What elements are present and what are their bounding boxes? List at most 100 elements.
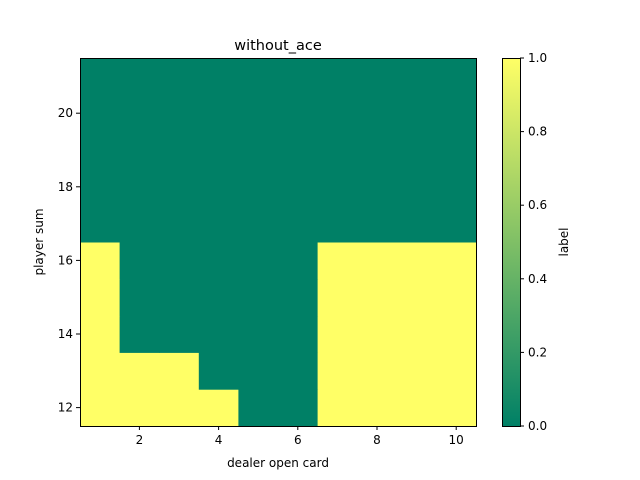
heatmap-cell — [238, 278, 279, 317]
heatmap-cell — [198, 58, 239, 96]
heatmap-cell — [317, 389, 358, 427]
heatmap-cell — [396, 168, 437, 206]
heatmap-cell — [317, 131, 358, 169]
heatmap-cell — [238, 315, 279, 353]
heatmap-cell — [317, 352, 358, 390]
heatmap-cell — [238, 131, 279, 169]
x-tick-label: 2 — [136, 433, 144, 447]
heatmap-cell — [119, 168, 160, 206]
colorbar-tick-label: 1.0 — [528, 51, 547, 65]
heatmap-cell — [436, 131, 477, 169]
heatmap-cell — [119, 278, 160, 317]
heatmap-cell — [159, 352, 200, 390]
y-tick-label: 14 — [58, 327, 73, 341]
heatmap-cell — [80, 352, 121, 390]
heatmap-cell — [357, 315, 398, 353]
heatmap-cell — [159, 242, 200, 280]
heatmap-cell — [436, 58, 477, 96]
heatmap-cell — [278, 389, 319, 427]
heatmap-cell — [198, 315, 239, 353]
heatmap-cell — [278, 315, 319, 353]
heatmap-cell — [198, 131, 239, 169]
heatmap-cell — [436, 242, 477, 280]
heatmap-cell — [278, 131, 319, 169]
colorbar-gradient — [502, 58, 520, 426]
heatmap-cell — [357, 94, 398, 133]
heatmap-cell — [80, 131, 121, 169]
heatmap-cell — [396, 94, 437, 133]
heatmap-cell — [278, 278, 319, 317]
y-tick-label: 20 — [58, 106, 73, 120]
heatmap-cell — [80, 389, 121, 427]
heatmap-cell — [317, 168, 358, 206]
heatmap-cell — [357, 131, 398, 169]
heatmap-cell — [80, 94, 121, 133]
heatmap-cell — [357, 58, 398, 96]
heatmap-cell — [119, 58, 160, 96]
heatmap-cell — [436, 168, 477, 206]
heatmap-cell — [278, 58, 319, 96]
heatmap-cell — [396, 278, 437, 317]
x-tick-label: 4 — [215, 433, 223, 447]
heatmap-cell — [159, 58, 200, 96]
heatmap-cell — [238, 242, 279, 280]
heatmap-cell — [119, 315, 160, 353]
heatmap-cell — [357, 278, 398, 317]
heatmap-cell — [317, 94, 358, 133]
heatmap-cell — [119, 242, 160, 280]
heatmap-cell — [238, 205, 279, 243]
chart-title: without_ace — [234, 38, 322, 54]
heatmap-cell — [198, 205, 239, 243]
heatmap-cell — [396, 131, 437, 169]
x-axis-ticks: 2 4 6 8 10 — [136, 426, 464, 447]
x-axis-label: dealer open card — [227, 456, 329, 470]
heatmap-cell — [198, 242, 239, 280]
heatmap-cell — [198, 352, 239, 390]
colorbar-ticks: 0.0 0.2 0.4 0.6 0.8 1.0 — [520, 51, 547, 433]
heatmap-cell — [159, 94, 200, 133]
heatmap-cell — [278, 168, 319, 206]
heatmap-cell — [159, 205, 200, 243]
heatmap-cell — [278, 205, 319, 243]
heatmap-cell — [119, 352, 160, 390]
heatmap-cell — [119, 131, 160, 169]
heatmap-cell — [357, 352, 398, 390]
heatmap-cell — [119, 94, 160, 133]
heatmap-cell — [396, 315, 437, 353]
y-axis-ticks: 12 14 16 18 20 — [58, 106, 80, 415]
heatmap-cell — [159, 131, 200, 169]
colorbar-tick-label: 0.6 — [528, 198, 547, 212]
heatmap-cell — [317, 278, 358, 317]
heatmap-cell — [159, 315, 200, 353]
colorbar-frame — [502, 58, 521, 427]
x-tick-label: 10 — [449, 433, 464, 447]
heatmap-cell — [357, 242, 398, 280]
heatmap-cell — [436, 315, 477, 353]
colorbar-tick-label: 0.0 — [528, 419, 547, 433]
heatmap-cell — [278, 352, 319, 390]
colorbar-label: label — [557, 227, 571, 256]
heatmap-cell — [238, 58, 279, 96]
heatmap-cell — [317, 205, 358, 243]
x-tick-label: 8 — [373, 433, 381, 447]
heatmap-cell — [396, 58, 437, 96]
heatmap-cell — [436, 94, 477, 133]
heatmap-cell — [238, 389, 279, 427]
heatmap-cell — [357, 205, 398, 243]
heatmap-cell — [159, 278, 200, 317]
heatmap-cell — [159, 168, 200, 206]
heatmap-cell — [278, 242, 319, 280]
x-tick-label: 6 — [294, 433, 302, 447]
heatmap-cell — [80, 58, 121, 96]
heatmap-cell — [80, 168, 121, 206]
colorbar-tick-label: 0.8 — [528, 125, 547, 139]
y-tick-label: 12 — [58, 401, 73, 415]
heatmap-cell — [198, 278, 239, 317]
colorbar-tick-label: 0.4 — [528, 272, 547, 286]
heatmap-cell — [119, 205, 160, 243]
heatmap-cell — [317, 315, 358, 353]
y-axis-label: player sum — [32, 208, 46, 275]
axes-frame — [80, 58, 477, 427]
heatmap-cell — [198, 168, 239, 206]
